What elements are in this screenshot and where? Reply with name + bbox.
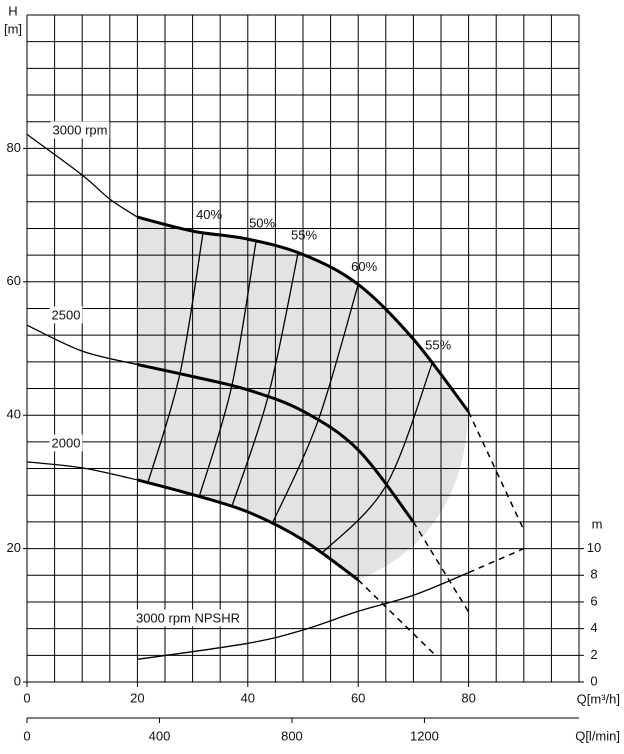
x-axis-label: Q[m³/h] [577,691,620,706]
efficiency-label: 50% [249,216,275,231]
curve [26,133,138,218]
efficiency-label: 55% [425,338,451,353]
curve [137,363,415,523]
efficiency-label: 40% [196,207,222,222]
efficiency-line [321,362,433,554]
label-bg [49,434,83,452]
y-axis-label: H [8,3,17,18]
label-bg [133,609,243,627]
y2-tick-label: 0 [590,673,597,688]
label-bg [49,306,83,324]
y2-tick-label: 2 [590,647,597,662]
y2-tick-label: 8 [590,567,597,582]
y-tick-label: 40 [7,407,21,422]
y-tick-label: 20 [7,540,21,555]
curve [137,478,360,582]
x2-axis-label: Q[l/min] [575,728,620,743]
x-tick-label: 80 [461,690,475,705]
x-tick-label: 20 [130,690,144,705]
y-tick-label: 80 [7,140,21,155]
efficiency-line [198,241,257,497]
curve [137,215,470,413]
curve [137,572,469,660]
curve [26,324,138,366]
y2-tick-label: 6 [590,593,597,608]
x2-tick-label: 800 [281,728,303,743]
x-tick-label: 40 [241,690,255,705]
curve [26,461,138,481]
x-tick-label: 60 [351,690,365,705]
efficiency-label: 55% [291,228,317,243]
x2-tick-label: 0 [23,728,30,743]
x2-tick-label: 400 [149,728,171,743]
y-tick-label: 60 [7,273,21,288]
y2-tick-label: 4 [590,620,597,635]
y-tick-label: 0 [14,673,21,688]
x2-tick-label: 1200 [410,728,439,743]
y2-tick-label: 10 [587,540,601,555]
curve [357,579,437,656]
efficiency-label: 60% [351,259,377,274]
series-label: 3000 rpm [53,122,108,137]
label-bg [50,121,110,139]
series-label: 3000 rpm NPSHR [136,610,240,625]
series-label: 2500 [52,307,81,322]
series-label: 2000 [52,435,81,450]
efficiency-line [147,232,204,483]
efficiency-line [231,252,299,507]
efficiency-line [271,284,359,525]
y-axis-unit: [m] [4,21,22,36]
curve [468,547,525,574]
y2-axis-label: m [592,516,603,531]
x-tick-label: 0 [23,690,30,705]
